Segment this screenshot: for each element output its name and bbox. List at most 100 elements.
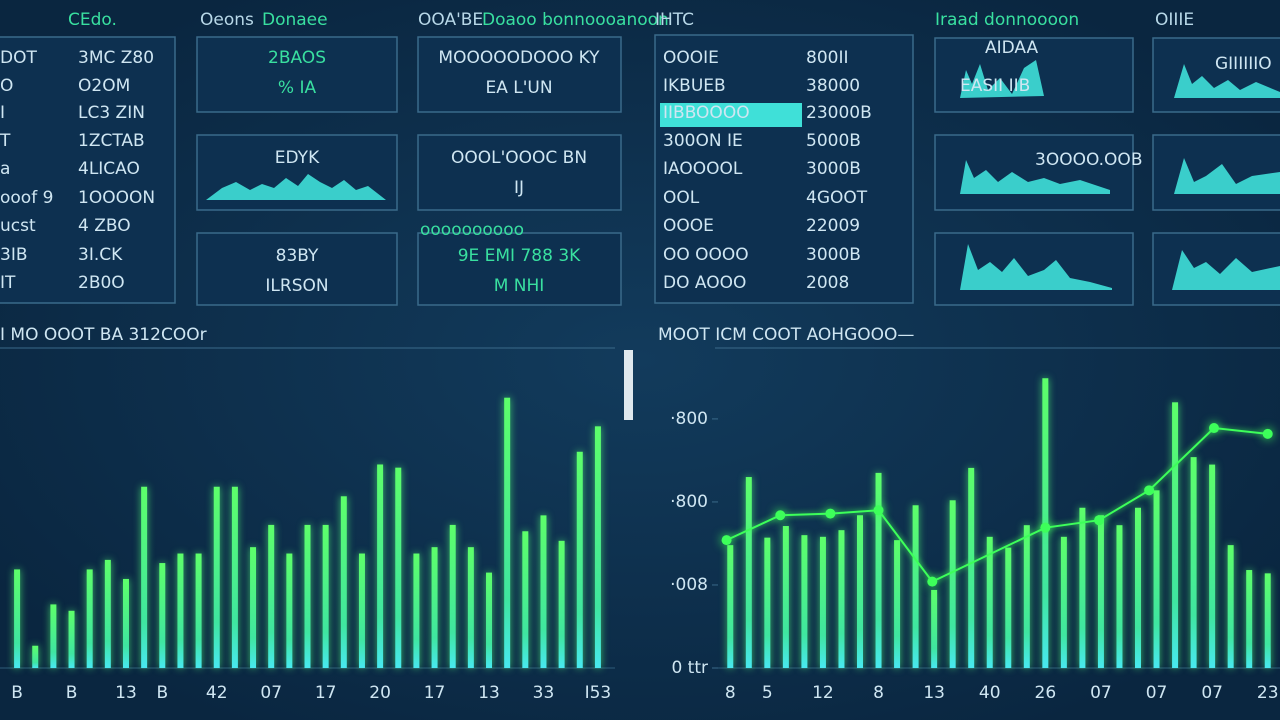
x-tick-label: B <box>66 683 78 703</box>
bar <box>1246 570 1253 668</box>
table-cell: 4LICAO <box>78 159 140 179</box>
bar <box>159 563 166 668</box>
bar <box>413 553 420 668</box>
table-cell: OOOE <box>663 216 714 236</box>
table-cell: 22009 <box>806 216 860 236</box>
line-point <box>1094 515 1105 526</box>
bar <box>486 572 493 668</box>
bar <box>122 578 129 668</box>
sparkline <box>206 174 386 200</box>
bar <box>504 397 511 668</box>
header: Iraad donnoooon <box>935 10 1079 30</box>
table-cell: IKBUEB <box>663 76 726 96</box>
tile-title: OOOL'OOOC BN <box>451 148 587 168</box>
bar <box>764 537 771 668</box>
bar <box>1153 490 1160 668</box>
x-tick-label: 07 <box>1146 683 1168 703</box>
bar <box>1060 536 1067 668</box>
bar <box>1023 525 1030 668</box>
tile-title: 2BAOS <box>268 48 326 68</box>
bar <box>32 645 39 668</box>
bar <box>986 536 993 668</box>
bar <box>1005 547 1012 668</box>
bar <box>931 589 938 668</box>
tile-title: 83BY <box>276 246 319 266</box>
line-point <box>825 508 836 519</box>
tile-caption: oooooooooo <box>420 220 524 240</box>
sparkline <box>1174 64 1280 98</box>
row-highlight <box>660 103 802 127</box>
line-point <box>775 510 786 521</box>
line <box>726 427 1268 583</box>
bar <box>377 464 384 668</box>
bar <box>141 486 148 668</box>
bar <box>68 610 75 668</box>
table-cell: O <box>0 76 13 96</box>
table-cell: 3IB <box>0 245 28 265</box>
tile-title: 9E EMI 788 3K <box>458 246 581 266</box>
header: OOA'BE <box>418 10 483 30</box>
table-cell: ooof 9 <box>0 188 53 208</box>
bar <box>340 496 347 668</box>
line-point <box>721 535 732 546</box>
x-tick-label: 07 <box>1201 683 1223 703</box>
bar <box>431 547 438 668</box>
bar <box>949 500 956 668</box>
sparkline <box>960 60 1044 98</box>
bar <box>1227 545 1234 668</box>
bar <box>104 559 111 668</box>
table-cell: 23000B <box>806 103 872 123</box>
bar <box>395 467 402 668</box>
x-tick-label: 17 <box>315 683 337 703</box>
table-cell: 300ON IE <box>663 131 743 151</box>
table-cell: 1ZCTAB <box>78 131 145 151</box>
header: Doaoo bonnoooanoon <box>482 10 669 30</box>
x-tick-label: I53 <box>585 683 612 703</box>
sparkline <box>1172 250 1280 290</box>
table-cell: OO OOOO <box>663 245 749 265</box>
tile-subtitle: IJ <box>514 178 524 198</box>
bar <box>801 535 808 668</box>
table-cell: O2OM <box>78 76 130 96</box>
right-table-panel <box>654 34 914 304</box>
table-cell: DO AOOO <box>663 273 746 293</box>
tile <box>196 36 398 113</box>
tile-title: EDYK <box>275 148 320 168</box>
table-cell: 800II <box>806 48 848 68</box>
tile-subtitle: EA L'UN <box>485 78 552 98</box>
tile-subtitle: % IA <box>278 78 317 98</box>
sparklines <box>206 60 1280 290</box>
line-point <box>1144 485 1155 496</box>
bar <box>558 540 565 668</box>
table-cell: 3000B <box>806 159 861 179</box>
y-tick-label: ·800 <box>670 409 708 429</box>
bar <box>213 486 220 668</box>
x-tick-label: 17 <box>424 683 446 703</box>
x-tick-label: 12 <box>812 683 834 703</box>
bar <box>968 467 975 668</box>
scrollbar <box>624 350 633 420</box>
table-cell: IIBBOOOO <box>663 103 750 123</box>
x-tick-label: 13 <box>478 683 500 703</box>
bar <box>1172 402 1179 668</box>
bar <box>268 524 275 668</box>
bar <box>1079 507 1086 668</box>
table-cell: DOT <box>0 48 37 68</box>
table-cell: T <box>0 131 11 151</box>
header: Donaee <box>262 10 328 30</box>
x-tick-label: 42 <box>206 683 228 703</box>
tile <box>417 232 622 306</box>
x-tick-label: 33 <box>533 683 555 703</box>
bar <box>195 553 202 668</box>
tile <box>417 36 622 113</box>
bar <box>1135 507 1141 668</box>
bar <box>231 486 238 668</box>
bar <box>782 526 789 668</box>
spark-tile <box>1152 232 1280 306</box>
bar <box>576 451 583 668</box>
spark-title: GIIIIIIO <box>1215 54 1272 74</box>
header: IHTC <box>655 10 694 30</box>
bar <box>727 545 734 668</box>
